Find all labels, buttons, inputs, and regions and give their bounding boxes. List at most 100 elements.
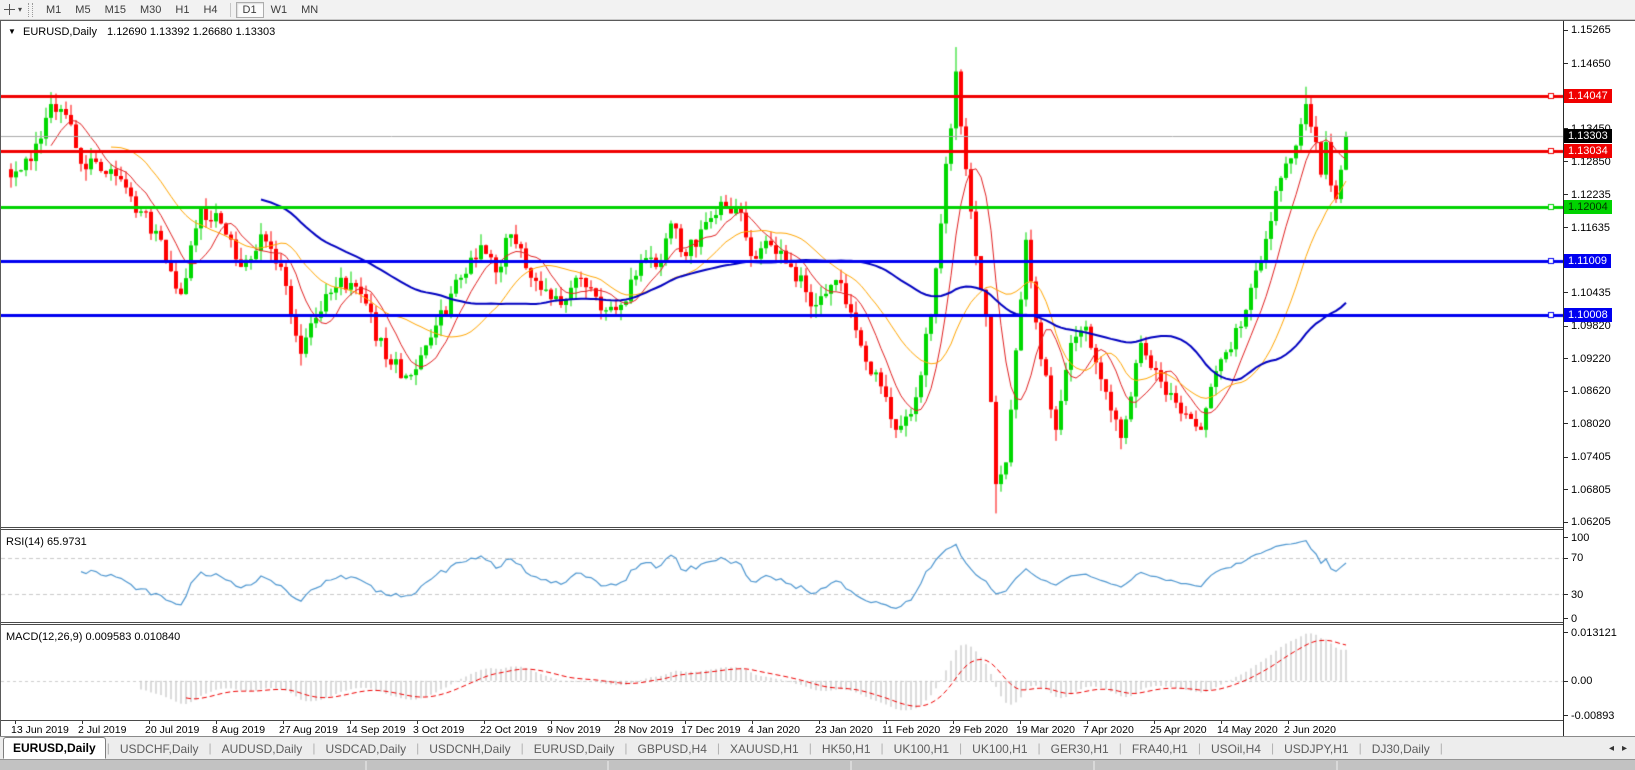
tab-separator: | [1439,741,1443,755]
date-tick-mark [886,721,887,724]
tick-mark [1564,194,1568,196]
chart-tab-dj30-daily[interactable]: DJ30,Daily [1371,742,1430,756]
toolbar-grip[interactable] [28,2,34,17]
tick-mark [1564,680,1568,682]
price-badge: 1.13034 [1564,144,1612,159]
chart-tab-gbpusd-h4[interactable]: GBPUSD,H4 [637,742,707,756]
main-chart-panel: ▼ EURUSD,Daily 1.12690 1.13392 1.26680 1… [1,21,1563,527]
price-badge: 1.10008 [1564,308,1612,323]
timeframe-button-d1[interactable]: D1 [235,1,264,18]
date-label: 28 Nov 2019 [614,724,674,736]
price-tick: 1.11635 [1564,221,1610,234]
tab-separator: | [880,741,884,755]
toolbar-separator [229,2,231,17]
price-tick: 1.06205 [1564,516,1611,529]
price-badge: 1.12004 [1564,200,1612,214]
timeframe-button-mn[interactable]: MN [301,3,319,16]
rsi-canvas[interactable] [1,530,1563,622]
chart-tab-usdjpy-h1[interactable]: USDJPY,H1 [1284,742,1349,756]
price-tick: 1.12850 [1564,155,1611,168]
chart-window: ▼ EURUSD,Daily 1.12690 1.13392 1.26680 1… [0,20,1635,736]
tick-mark [1564,227,1568,229]
macd-label: MACD(12,26,9) 0.009583 0.010840 [6,631,181,643]
tick-mark [1564,618,1568,619]
date-label: 25 Apr 2020 [1150,724,1207,736]
macd-canvas[interactable] [1,625,1563,720]
price-axis[interactable]: 1.152651.146501.134501.128501.122351.116… [1563,21,1635,736]
timeframe-button-m15[interactable]: M15 [104,3,126,16]
chart-tab-eurusd-daily[interactable]: EURUSD,Daily [3,737,106,759]
rsi-label: RSI(14) 65.9731 [6,536,87,548]
chart-tab-usdcad-daily[interactable]: USDCAD,Daily [325,742,407,756]
timeframe-button-w1[interactable]: W1 [270,3,288,16]
timeframe-button-m5[interactable]: M5 [75,3,91,16]
date-label: 11 Feb 2020 [882,724,941,736]
tick-mark [1564,292,1568,294]
price-badge: 1.13303 [1564,129,1612,144]
tab-separator: | [312,741,316,755]
date-tick-mark [149,721,150,724]
chart-title: ▼ EURUSD,Daily 1.12690 1.13392 1.26680 1… [8,26,275,38]
date-tick-mark [752,721,753,724]
timeframe-button-h4[interactable]: H4 [203,3,218,16]
timeframe-button-m30[interactable]: M30 [139,3,162,16]
chart-tab-usoil-h4[interactable]: USOil,H4 [1210,742,1261,756]
tab-scroll-right-icon[interactable]: ▸ [1621,742,1627,754]
price-tick: 1.08620 [1564,385,1611,398]
date-tick-mark [1221,721,1222,724]
date-label: 14 Sep 2019 [346,724,406,736]
tab-separator: | [959,741,963,755]
date-tick-mark [685,721,686,724]
chart-tab-uk100-h1[interactable]: UK100,H1 [972,742,1028,756]
tab-separator: | [716,741,721,755]
chart-tab-uk100-h1[interactable]: UK100,H1 [893,742,950,756]
crosshair-tool-icon[interactable] [3,3,17,16]
price-tick: 1.15265 [1564,24,1611,37]
tab-separator: | [808,741,812,755]
date-label: 29 Feb 2020 [949,724,1008,736]
chart-tab-fra40-h1[interactable]: FRA40,H1 [1131,742,1188,756]
date-label: 27 Aug 2019 [279,724,338,736]
chart-tab-usdcnh-daily[interactable]: USDCNH,Daily [429,742,511,756]
price-badge: 1.11009 [1564,254,1611,269]
timeframe-button-m1[interactable]: M1 [46,3,62,16]
date-tick-mark [82,721,83,724]
rsi-scale-tick: 100 [1564,531,1589,544]
dropdown-caret-icon[interactable]: ▾ [18,5,23,14]
timeframe-button-h1[interactable]: H1 [175,3,190,16]
price-tick: 1.14650 [1564,57,1611,70]
date-tick-mark [819,721,820,724]
date-label: 22 Oct 2019 [480,724,538,736]
tab-scroll-arrows: ◂ ▸ [1609,743,1635,754]
toolbar: ▾ M1 M5 M15 M30 H1 H4 D1 W1 MN [0,0,1635,20]
panel-resize-separator[interactable] [1,622,1563,625]
price-tick: 1.09820 [1564,320,1611,333]
tick-mark [1564,715,1568,716]
date-tick-mark [15,721,16,724]
chart-tab-usdchf-daily[interactable]: USDCHF,Daily [119,742,199,756]
main-chart-canvas[interactable] [1,21,1563,527]
chart-tab-hk50-h1[interactable]: HK50,H1 [821,742,871,756]
collapse-icon[interactable]: ▼ [8,27,16,36]
date-tick-mark [618,721,619,724]
tick-mark [1564,358,1568,360]
chart-tab-xauusd-h1[interactable]: XAUUSD,H1 [730,742,799,756]
tick-mark [1564,594,1568,596]
chart-tab-eurusd-daily[interactable]: EURUSD,Daily [533,742,615,756]
panel-resize-separator[interactable] [1,527,1563,530]
tick-mark [1564,63,1568,65]
chart-tab-ger30-h1[interactable]: GER30,H1 [1050,742,1109,756]
tab-separator: | [1118,741,1122,755]
macd-scale-tick: -0.00893 [1564,709,1614,722]
date-tick-mark [1288,721,1289,724]
chart-tab-audusd-daily[interactable]: AUDUSD,Daily [221,742,303,756]
tick-mark [1564,632,1568,633]
strip-separator [1093,761,1095,770]
tab-separator: | [208,741,212,755]
plots-column: ▼ EURUSD,Daily 1.12690 1.13392 1.26680 1… [1,21,1563,736]
date-axis[interactable]: 13 Jun 2019 2 Jul 2019 20 Jul 2019 8 Aug 20… [1,720,1563,736]
date-tick-mark [953,721,954,724]
tab-scroll-left-icon[interactable]: ◂ [1608,742,1614,754]
price-tick: 1.08020 [1564,417,1611,430]
strip-separator [365,761,367,770]
